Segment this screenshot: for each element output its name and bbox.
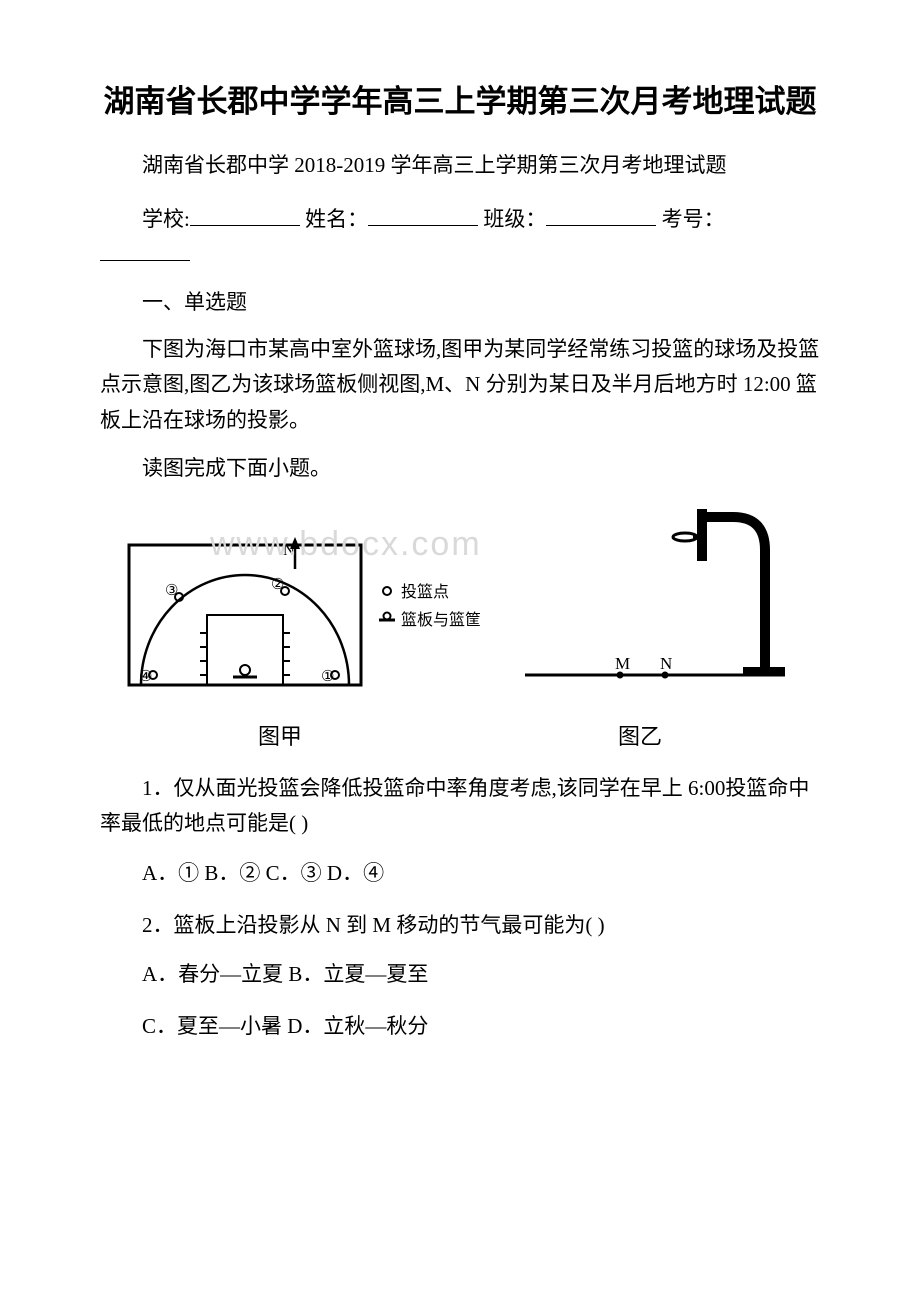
name-blank bbox=[368, 205, 478, 226]
point-1: ① bbox=[321, 669, 334, 685]
legend-board: 篮板与篮筐 bbox=[401, 611, 481, 629]
figures-row: www.bdocx.com N bbox=[100, 505, 820, 695]
figure-a: N ① ② ③ ④ bbox=[125, 505, 365, 695]
caption-b: 图乙 bbox=[460, 719, 820, 751]
class-label: 班级： bbox=[483, 207, 546, 231]
point-4: ④ bbox=[139, 669, 152, 685]
section-heading: 一、单选题 bbox=[100, 284, 820, 322]
caption-a: 图甲 bbox=[100, 719, 460, 751]
student-info-line: 学校: 姓名： 班级： 考号： bbox=[100, 201, 820, 239]
question-1: 1．仅从面光投篮会降低投篮命中率角度考虑,该同学在早上 6:00投篮命中率最低的… bbox=[100, 771, 820, 842]
intro-paragraph: 下图为海口市某高中室外篮球场,图甲为某同学经常练习投篮的球场及投篮点示意图,图乙… bbox=[100, 332, 820, 439]
n-label: N bbox=[660, 654, 672, 673]
class-blank bbox=[546, 205, 656, 226]
legend-point: 投篮点 bbox=[401, 583, 449, 601]
m-label: M bbox=[615, 654, 630, 673]
point-3: ③ bbox=[165, 583, 178, 599]
north-label: N bbox=[283, 542, 295, 559]
number-label: 考号： bbox=[662, 207, 725, 231]
question-2-options-b: C．夏至—小暑 D．立秋—秋分 bbox=[100, 1009, 820, 1045]
question-1-options: A．① B．② C．③ D．④ bbox=[100, 856, 820, 892]
name-label: 姓名： bbox=[305, 207, 368, 231]
point-2: ② bbox=[271, 577, 284, 593]
legend-box: 投篮点 篮板与篮筐 bbox=[375, 505, 505, 695]
figure-b: M N bbox=[515, 505, 795, 695]
read-prompt: 读图完成下面小题。 bbox=[100, 451, 820, 487]
question-2: 2．篮板上沿投影从 N 到 M 移动的节气最可能为( ) bbox=[100, 908, 820, 944]
school-blank bbox=[190, 205, 300, 226]
page-title: 湖南省长郡中学学年高三上学期第三次月考地理试题 bbox=[100, 80, 820, 123]
figure-captions: 图甲 图乙 bbox=[100, 719, 820, 751]
subtitle: 湖南省长郡中学 2018-2019 学年高三上学期第三次月考地理试题 bbox=[100, 147, 820, 185]
number-blank bbox=[100, 245, 190, 261]
question-2-options-a: A．春分—立夏 B．立夏—夏至 bbox=[100, 957, 820, 993]
school-label: 学校: bbox=[142, 207, 190, 231]
